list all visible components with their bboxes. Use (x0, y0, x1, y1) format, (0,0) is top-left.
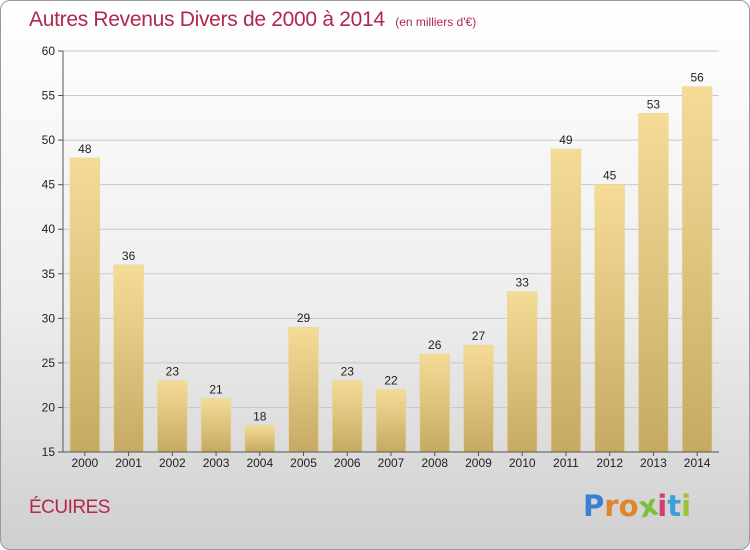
value-label-2005: 29 (297, 311, 311, 325)
logo-letter: o (618, 489, 639, 523)
chart-title-row: Autres Revenus Divers de 2000 à 2014 (en… (29, 8, 476, 32)
chart-unit: (en milliers d'€) (395, 15, 477, 29)
bar-2007 (375, 389, 407, 453)
x-tick-label: 2006 (334, 456, 361, 470)
logo-letter: i (657, 489, 668, 523)
value-label-2001: 36 (122, 249, 136, 263)
logo-letter: t (667, 489, 682, 523)
y-tick-label: 40 (42, 222, 56, 236)
x-tick-label: 2009 (465, 456, 492, 470)
bar-2008 (419, 353, 450, 453)
value-label-2008: 26 (428, 338, 442, 352)
bar-2001 (113, 264, 144, 453)
proxiti-logo: Proxiti (583, 487, 692, 524)
bar-2002 (157, 380, 188, 453)
x-tick-label: 2012 (596, 456, 623, 470)
y-tick-label: 35 (42, 267, 56, 281)
bar-2011 (550, 148, 582, 453)
value-label-2000: 48 (78, 142, 92, 156)
value-label-2006: 23 (341, 365, 355, 379)
bar-2014 (681, 86, 713, 453)
x-tick-label: 2004 (246, 456, 273, 470)
value-label-2004: 18 (253, 409, 267, 423)
value-label-2010: 33 (516, 276, 530, 290)
logo-letter: i (681, 489, 692, 523)
logo-letter: P (583, 489, 605, 523)
y-tick-label: 20 (42, 400, 56, 414)
bar-2012 (594, 184, 625, 453)
x-tick-label: 2014 (684, 456, 711, 470)
value-label-2014: 56 (690, 71, 704, 85)
y-tick-label: 15 (42, 445, 56, 459)
x-tick-label: 2011 (553, 456, 579, 470)
value-label-2013: 53 (647, 97, 661, 111)
chart-title: Autres Revenus Divers de 2000 à 2014 (29, 8, 385, 31)
bar-2003 (200, 398, 232, 453)
value-labels: 48 36 23 21 18 29 23 22 26 27 33 49 45 53 56 (78, 71, 704, 424)
y-tick-label: 55 (42, 89, 56, 103)
bar-2009 (463, 344, 494, 453)
bar-2006 (332, 380, 363, 453)
bar-2013 (638, 113, 669, 453)
y-tick-label: 30 (42, 311, 56, 325)
y-tick-label: 45 (42, 178, 56, 192)
x-tick-label: 2000 (72, 456, 99, 470)
value-label-2009: 27 (472, 329, 486, 343)
value-label-2002: 23 (166, 365, 180, 379)
y-tick-label: 50 (42, 133, 56, 147)
x-tick-label: 2007 (378, 456, 405, 470)
bar-2000 (69, 157, 101, 453)
value-label-2012: 45 (603, 169, 617, 183)
bar-2010 (507, 291, 538, 453)
value-label-2011: 49 (559, 133, 573, 147)
x-tick-label: 2005 (290, 456, 317, 470)
x-tick-label: 2001 (115, 456, 142, 470)
x-tick-label: 2002 (159, 456, 186, 470)
axes: 15 20 25 30 35 40 45 50 55 60 2000 2001 2002 2003 2004… (42, 44, 719, 470)
value-label-2007: 22 (384, 374, 398, 388)
x-tick-label: 2003 (203, 456, 230, 470)
x-tick-label: 2013 (640, 456, 667, 470)
y-tick-label: 60 (42, 44, 56, 58)
bar-2005 (288, 326, 319, 453)
logo-letter: r (604, 489, 619, 523)
commune-name: ÉCUIRES (29, 497, 110, 518)
y-tick-label: 25 (42, 356, 56, 370)
bar-2004 (244, 424, 275, 453)
value-label-2003: 21 (209, 383, 223, 397)
x-tick-label: 2008 (421, 456, 448, 470)
bars (69, 86, 713, 453)
x-tick-label: 2010 (509, 456, 536, 470)
